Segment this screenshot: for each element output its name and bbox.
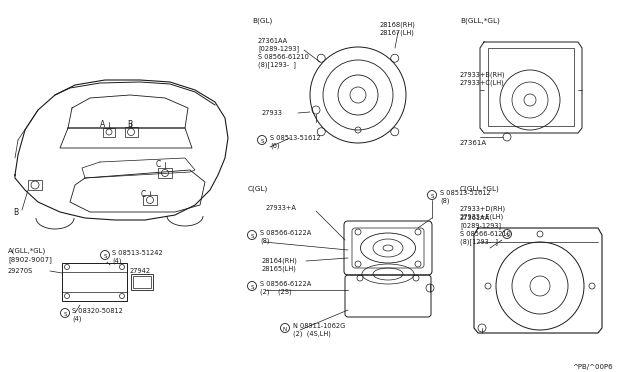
Text: 28164(RH)
28165(LH): 28164(RH) 28165(LH): [262, 258, 298, 273]
Text: C: C: [140, 190, 146, 199]
Bar: [158, 168, 172, 178]
Text: 27933: 27933: [262, 110, 283, 116]
Text: A(GLL,*GL)
[8902-9007]: A(GLL,*GL) [8902-9007]: [8, 248, 52, 263]
Bar: [125, 127, 138, 137]
Bar: [488, 48, 574, 126]
Text: 29270S: 29270S: [8, 268, 33, 274]
Text: S 08513-51612
(6): S 08513-51612 (6): [270, 135, 321, 149]
Text: S 08320-50812
(4): S 08320-50812 (4): [72, 308, 123, 322]
Text: 28168(RH)
28167(LH): 28168(RH) 28167(LH): [380, 22, 416, 36]
Text: S 08566-6122A
(8): S 08566-6122A (8): [260, 230, 311, 244]
Text: ^PB/^00P6: ^PB/^00P6: [572, 364, 612, 370]
Text: 27361AA
[0289-1293]
S 08566-61210
(8)[1293-  ]: 27361AA [0289-1293] S 08566-61210 (8)[12…: [460, 215, 511, 245]
Text: S 08566-6122A
(2)    (2S): S 08566-6122A (2) (2S): [260, 281, 311, 295]
Text: 27933+B(RH)
27933+C(LH): 27933+B(RH) 27933+C(LH): [460, 72, 506, 87]
Text: B(GLL,*GL): B(GLL,*GL): [460, 18, 500, 25]
Text: C(GL): C(GL): [248, 186, 268, 192]
Text: 27933+A: 27933+A: [266, 205, 297, 211]
Text: C: C: [156, 160, 161, 169]
Bar: [62, 263, 127, 301]
Text: S: S: [430, 194, 434, 199]
Text: S: S: [260, 139, 264, 144]
Text: 27933+D(RH)
27933+E(LH): 27933+D(RH) 27933+E(LH): [460, 205, 506, 219]
Bar: [133, 276, 151, 288]
Text: N 08911-1062G
(2)  (4S,LH): N 08911-1062G (2) (4S,LH): [293, 323, 345, 337]
Bar: [131, 274, 153, 290]
Text: S 08513-51612
(8): S 08513-51612 (8): [440, 190, 491, 204]
Bar: [143, 195, 157, 205]
Bar: [103, 128, 115, 137]
Text: B: B: [13, 208, 19, 217]
Text: 27942: 27942: [130, 268, 151, 274]
Text: B(GL): B(GL): [252, 18, 272, 25]
Text: S 08513-51242
(4): S 08513-51242 (4): [112, 250, 163, 264]
Text: S: S: [250, 234, 253, 239]
Bar: [28, 180, 42, 190]
Text: N: N: [283, 327, 287, 332]
Text: C(GLL,*GL): C(GLL,*GL): [460, 186, 500, 192]
Text: S: S: [505, 233, 509, 238]
Text: 27361A: 27361A: [460, 140, 487, 146]
Text: 27361AA
[0289-1293]
S 08566-61210
(8)[1293-  ]: 27361AA [0289-1293] S 08566-61210 (8)[12…: [258, 38, 309, 68]
Text: S: S: [250, 285, 253, 290]
Text: S: S: [103, 254, 107, 259]
Text: A: A: [100, 120, 106, 129]
Text: S: S: [63, 312, 67, 317]
Text: B: B: [127, 120, 132, 129]
